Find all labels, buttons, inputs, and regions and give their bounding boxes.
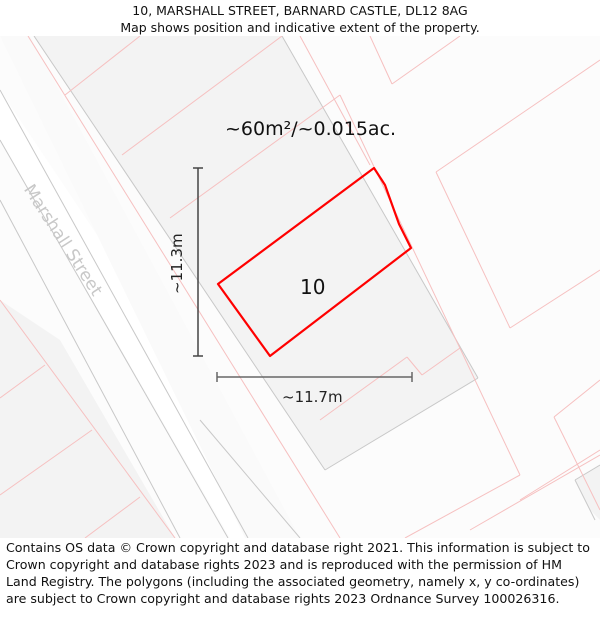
height-dimension-label: ~11.3m	[168, 233, 186, 294]
property-address: 10, MARSHALL STREET, BARNARD CASTLE, DL1…	[132, 3, 468, 18]
map-canvas	[0, 36, 600, 538]
map-header: 10, MARSHALL STREET, BARNARD CASTLE, DL1…	[0, 0, 600, 36]
map-subtitle: Map shows position and indicative extent…	[120, 20, 480, 35]
property-boundary-outline	[216, 166, 413, 358]
area-label: ~60m²/~0.015ac.	[225, 118, 397, 140]
parcel-boundaries	[0, 36, 600, 538]
copyright-notice: Contains OS data © Crown copyright and d…	[6, 540, 590, 606]
dimension-lines	[193, 167, 413, 382]
width-dimension-label: ~11.7m	[282, 388, 343, 406]
plot-number-label: 10	[300, 275, 326, 299]
property-map[interactable]: ~60m²/~0.015ac. 10 ~11.3m ~11.7m Marshal…	[0, 36, 600, 538]
building-block-terrace	[34, 36, 478, 470]
road-edges	[0, 36, 600, 538]
